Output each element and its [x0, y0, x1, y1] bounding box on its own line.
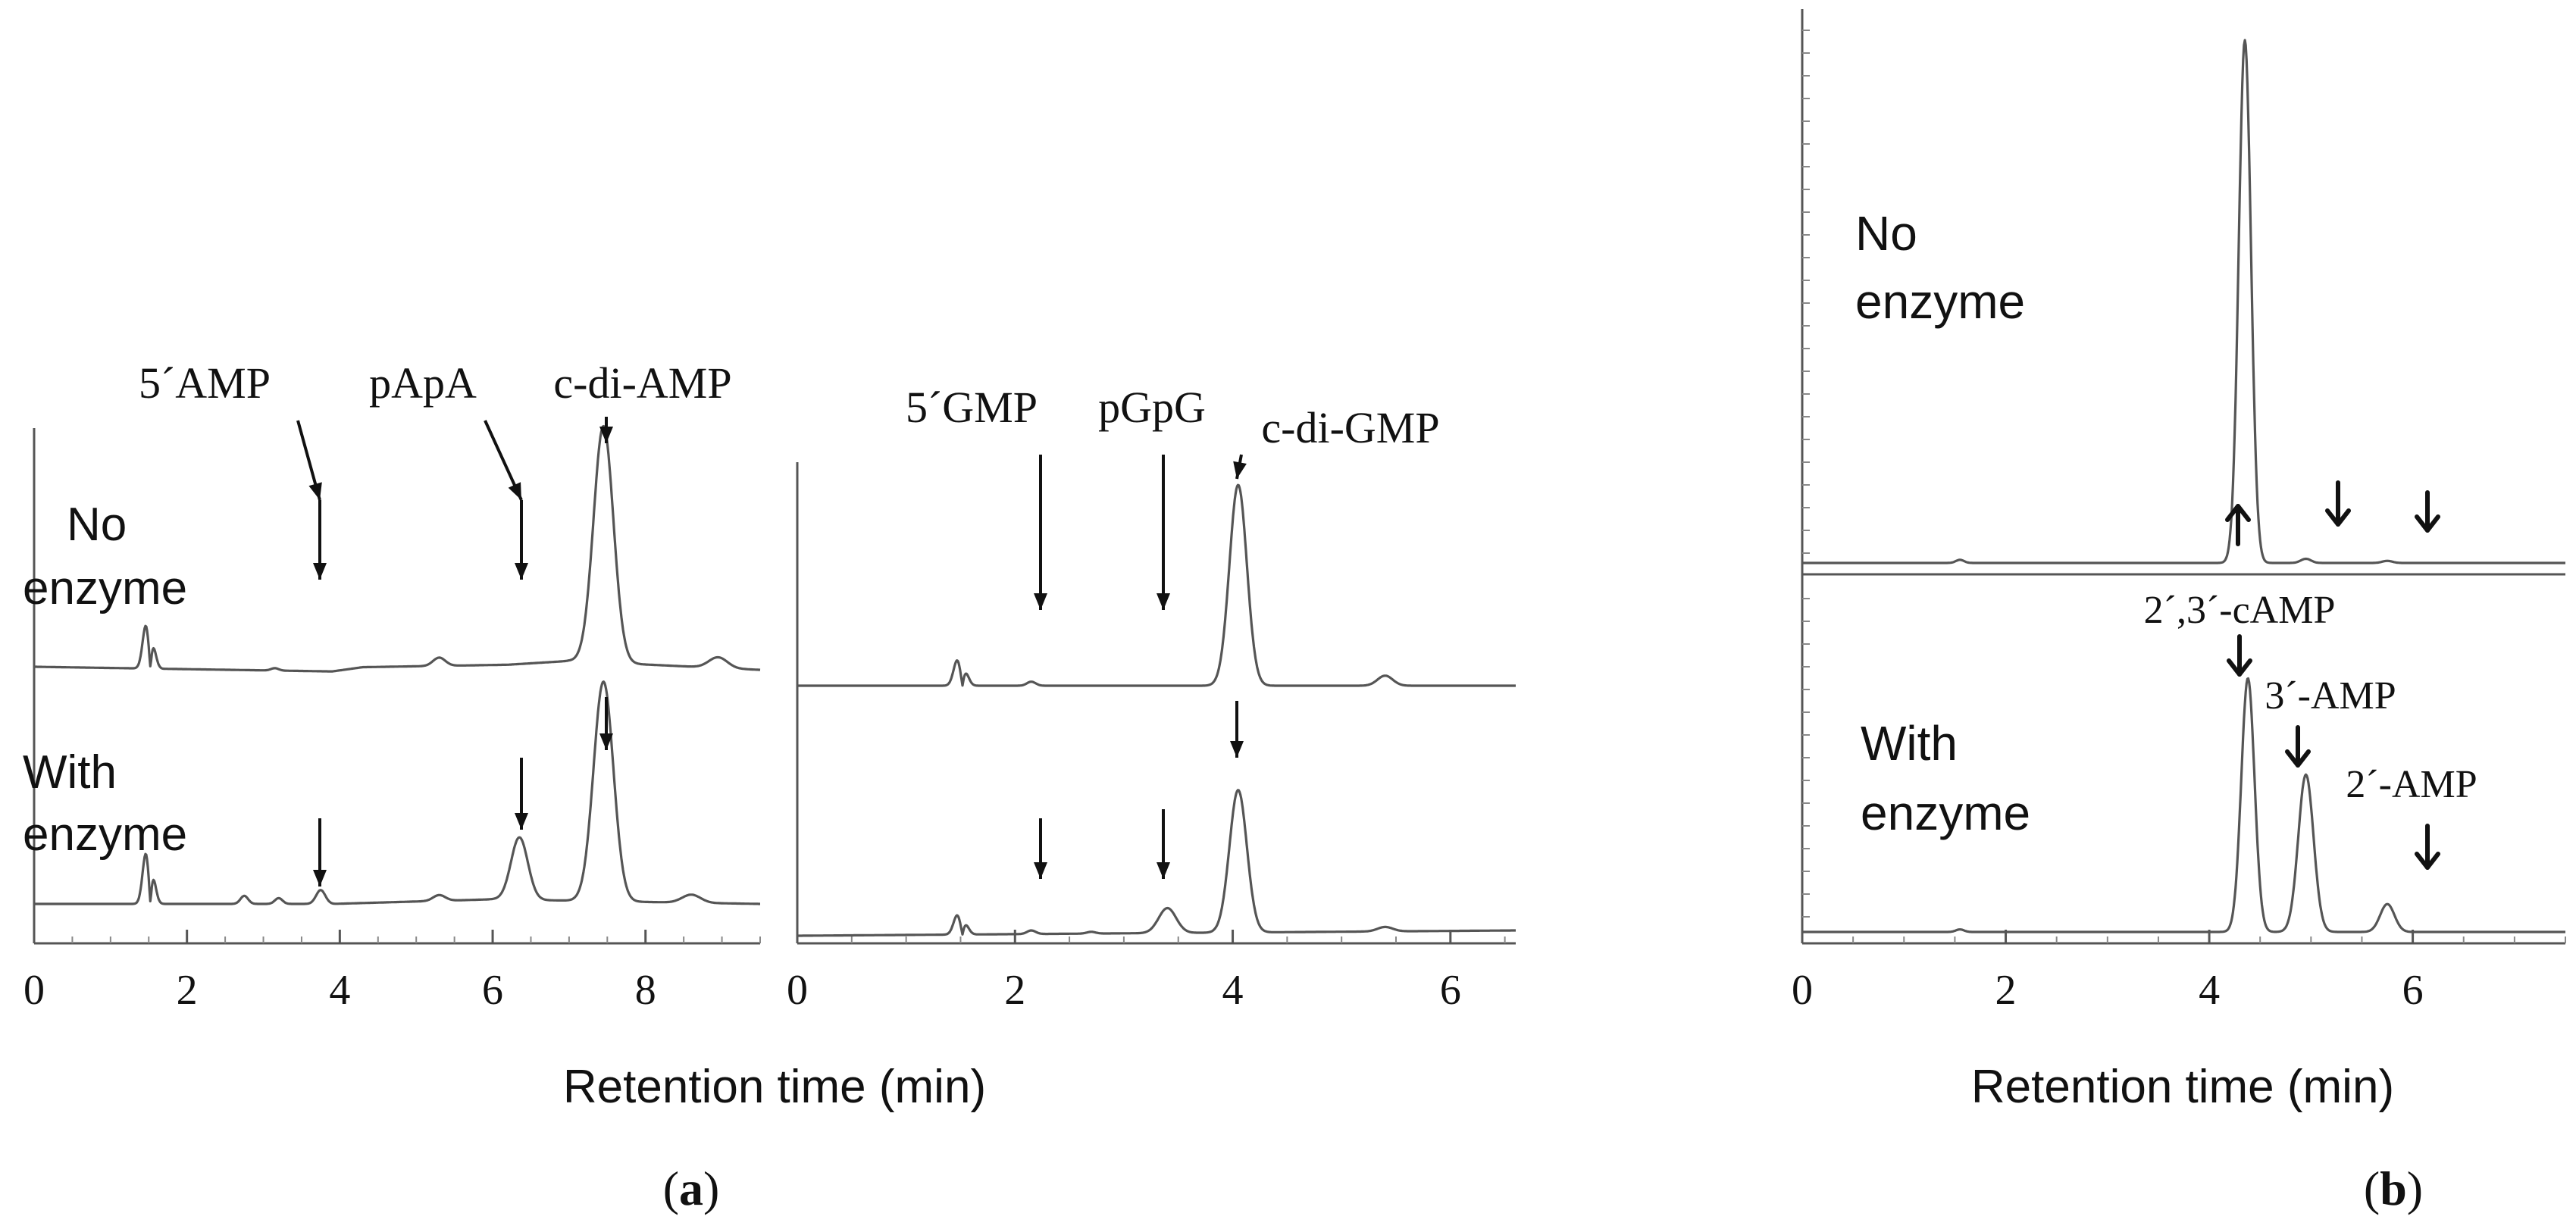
arrow-c-di-amp-with — [599, 697, 613, 750]
label-5gmp: 5´GMP — [906, 383, 1038, 432]
arrow-papa-diag — [484, 420, 523, 501]
label-2-amp: 2´-AMP — [2346, 763, 2477, 806]
x-tick-labels-left: 0 2 4 6 8 — [23, 967, 656, 1014]
x-tick-label: 2 — [1995, 967, 2017, 1014]
label-2-3-camp: 2´,3´-cAMP — [2144, 589, 2336, 632]
series-label-with-enzyme-line1: With — [23, 746, 117, 799]
x-tick-label: 0 — [787, 967, 808, 1014]
series-label-b-no-enzyme-line2: enzyme — [1855, 274, 2025, 329]
series-label-no-enzyme-line2: enzyme — [23, 562, 187, 614]
arrow-2-amp-none — [2415, 490, 2440, 533]
x-axis-title-b: Retention time (min) — [1971, 1061, 2394, 1113]
traces-left — [33, 424, 761, 905]
arrow-5amp — [313, 500, 327, 580]
arrow-3-amp — [2285, 725, 2311, 768]
label-3-amp: 3´-AMP — [2265, 674, 2396, 718]
x-tick-label: 2 — [177, 967, 198, 1014]
x-tick-label: 4 — [329, 967, 350, 1014]
peak-arrows-b — [2225, 480, 2440, 870]
x-tick-label: 8 — [635, 967, 656, 1014]
x-tick-label: 6 — [1440, 967, 1461, 1014]
x-tick-label: 2 — [1004, 967, 1025, 1014]
trace-with-enzyme — [1801, 677, 2566, 933]
x-tick-labels-b: 0 2 4 6 — [1792, 967, 2424, 1014]
trace-with-enzyme — [33, 680, 761, 905]
arrow-pgpg — [1157, 455, 1170, 610]
x-tick-label: 0 — [1792, 967, 1813, 1014]
x-ticks-right — [796, 930, 1506, 943]
series-label-b-with-enzyme-line1: With — [1861, 716, 1958, 771]
arrow-c-di-gmp-with — [1230, 701, 1244, 758]
arrow-papa — [515, 500, 528, 580]
x-ticks-left — [33, 930, 761, 943]
trace-with-enzyme — [797, 789, 1516, 937]
arrow-2-3-camp — [2227, 634, 2252, 677]
label-5amp: 5´AMP — [139, 358, 271, 408]
trace-no-enzyme — [797, 483, 1516, 687]
x-tick-label: 0 — [23, 967, 45, 1014]
panel-label-b: (b) — [2364, 1162, 2423, 1215]
series-label-no-enzyme-line1: No — [67, 499, 127, 551]
series-label-with-enzyme-line2: enzyme — [23, 808, 187, 861]
peak-arrows-left — [296, 417, 613, 886]
arrow-papa-with — [515, 758, 528, 830]
arrow-pgpg-with — [1157, 809, 1170, 879]
chart-c-di-amp: 0 2 4 6 8 5´AMP pApA c-di-AMP No enzyme With… — [23, 358, 761, 1014]
arrow-3-amp-none — [2325, 480, 2351, 527]
x-tick-label: 4 — [1222, 967, 1244, 1014]
label-c-di-gmp: c-di-GMP — [1261, 403, 1439, 452]
arrow-2-3-camp-up — [2225, 504, 2251, 546]
y-minor-ticks-b — [1802, 30, 1810, 918]
arrow-5gmp-with — [1034, 818, 1047, 879]
label-papa: pApA — [369, 358, 477, 408]
arrow-5amp-with — [313, 818, 327, 886]
trace-no-enzyme — [33, 424, 761, 673]
arrow-c-di-amp — [599, 417, 613, 443]
arrow-5amp-diag — [296, 420, 322, 501]
traces-right — [797, 483, 1516, 937]
trace-no-enzyme — [1801, 39, 2566, 564]
x-tick-labels-right: 0 2 4 6 — [787, 967, 1461, 1014]
panel-label-a: (a) — [663, 1162, 720, 1215]
label-c-di-amp: c-di-AMP — [553, 358, 731, 408]
x-tick-label: 6 — [482, 967, 503, 1014]
series-label-b-no-enzyme-line1: No — [1855, 206, 1917, 261]
arrow-5gmp — [1034, 455, 1047, 610]
peak-arrows-right — [1034, 454, 1247, 879]
label-pgpg: pGpG — [1098, 383, 1206, 432]
arrow-c-di-gmp-diag — [1233, 454, 1247, 480]
x-tick-label: 6 — [2402, 967, 2424, 1014]
chart-c-di-gmp: 0 2 4 6 5´GMP pGpG c-di-GMP — [787, 383, 1516, 1014]
x-axis-title-a: Retention time (min) — [563, 1061, 986, 1113]
traces-b — [1801, 39, 2566, 933]
x-tick-label: 4 — [2199, 967, 2220, 1014]
series-label-b-with-enzyme-line2: enzyme — [1861, 786, 2030, 840]
x-ticks-b — [1801, 930, 2566, 943]
arrow-2-amp — [2415, 824, 2440, 870]
